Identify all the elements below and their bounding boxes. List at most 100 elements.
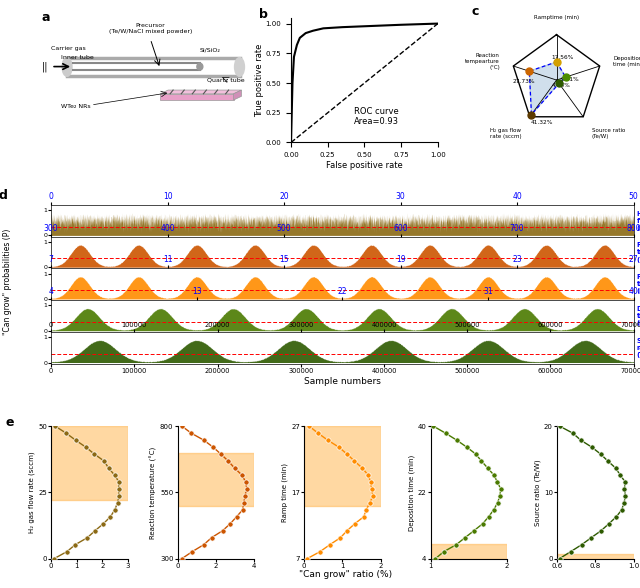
Text: (Te/W/NaCl mixed powder): (Te/W/NaCl mixed powder) (109, 29, 192, 34)
Point (70, 436, 81, 445)
Text: 17.56%: 17.56% (552, 55, 574, 60)
Point (460, 533, 470, 542)
Text: Carrier gas: Carrier gas (51, 46, 86, 51)
Point (98, 519, 108, 529)
Point (603, 456, 613, 466)
Point (62, 547, 72, 556)
Text: ROC curve
Area=0.93: ROC curve Area=0.93 (354, 106, 399, 126)
Point (113, 498, 123, 507)
Point (361, 505, 371, 514)
Point (49, 554, 60, 563)
Text: H₂ gas
flow rate
(sccm): H₂ gas flow rate (sccm) (637, 211, 640, 230)
Point (439, 547, 449, 556)
Point (611, 512, 621, 522)
Point (358, 512, 369, 522)
Point (324, 540, 335, 549)
Text: 4.08%: 4.08% (552, 83, 571, 88)
Text: WTe₂ NRs: WTe₂ NRs (61, 103, 91, 109)
Text: ||: || (42, 61, 49, 72)
Point (342, 526, 352, 536)
Point (619, 498, 629, 507)
Point (363, 470, 373, 480)
Y-axis label: True positive rate: True positive rate (255, 44, 264, 117)
Bar (51, 426, 128, 500)
Point (240, 491, 250, 500)
Point (177, 554, 187, 563)
Ellipse shape (62, 58, 72, 76)
Point (50, 422, 60, 431)
Point (349, 456, 360, 466)
Point (323, 436, 333, 445)
Point (495, 491, 505, 500)
Point (587, 442, 597, 452)
Point (113, 484, 124, 493)
Point (304, 422, 314, 431)
Point (555, 422, 565, 431)
Text: Inner tube: Inner tube (61, 55, 94, 61)
Point (104, 463, 114, 473)
Point (620, 491, 630, 500)
Text: a: a (42, 11, 50, 24)
Text: e: e (5, 416, 13, 429)
Y-axis label: Reaction temperature (°C): Reaction temperature (°C) (150, 446, 157, 539)
Point (367, 484, 377, 493)
Point (554, 554, 564, 563)
Point (604, 519, 614, 529)
Point (315, 547, 325, 556)
Point (596, 526, 606, 536)
Point (313, 429, 323, 438)
Point (566, 547, 576, 556)
Text: d: d (0, 189, 8, 202)
Point (611, 463, 621, 473)
Text: "Can grow" ratio (%): "Can grow" ratio (%) (299, 570, 392, 579)
Point (469, 526, 479, 536)
Point (225, 519, 236, 529)
Text: Ramptime (min): Ramptime (min) (534, 15, 579, 21)
Text: Precursor: Precursor (136, 22, 165, 28)
Text: Reaction
temperature
(°C): Reaction temperature (°C) (637, 242, 640, 263)
Point (561, 72, 571, 82)
Text: Source ratio
(Te/W): Source ratio (Te/W) (591, 128, 625, 139)
Text: 9.31%: 9.31% (561, 77, 579, 82)
Point (461, 442, 472, 452)
Bar (304, 426, 381, 506)
Point (302, 554, 312, 563)
Point (335, 533, 346, 542)
Bar (431, 544, 507, 559)
Point (451, 540, 461, 549)
Bar (178, 453, 254, 506)
Polygon shape (234, 90, 241, 100)
Point (575, 436, 586, 445)
Point (109, 505, 120, 514)
Point (492, 498, 502, 507)
Point (554, 79, 564, 88)
Point (216, 449, 226, 459)
Point (489, 470, 499, 480)
Point (114, 491, 124, 500)
Point (198, 540, 209, 549)
Point (342, 449, 352, 459)
Point (568, 429, 578, 438)
Point (477, 519, 488, 529)
Text: Source
ratio
(Te/W): Source ratio (Te/W) (637, 338, 640, 358)
Point (428, 422, 438, 431)
Point (552, 57, 562, 66)
Point (223, 456, 234, 466)
Point (232, 512, 242, 522)
Text: Reaction
tempearture
(°C): Reaction tempearture (°C) (465, 54, 500, 70)
Point (368, 491, 378, 500)
Point (81, 442, 91, 452)
Point (586, 533, 596, 542)
Point (483, 512, 493, 522)
Text: Deposition
time
(min): Deposition time (min) (637, 306, 640, 326)
Text: "Can grow" probabilities (P): "Can grow" probabilities (P) (3, 229, 12, 335)
Point (365, 498, 375, 507)
Point (241, 477, 251, 487)
X-axis label: Sample numbers: Sample numbers (304, 377, 381, 386)
Ellipse shape (234, 58, 244, 76)
Y-axis label: Deposition time (min): Deposition time (min) (408, 455, 415, 530)
Point (620, 484, 630, 493)
Point (99, 456, 109, 466)
Point (229, 463, 239, 473)
Text: Deposition
time (min): Deposition time (min) (613, 56, 640, 67)
